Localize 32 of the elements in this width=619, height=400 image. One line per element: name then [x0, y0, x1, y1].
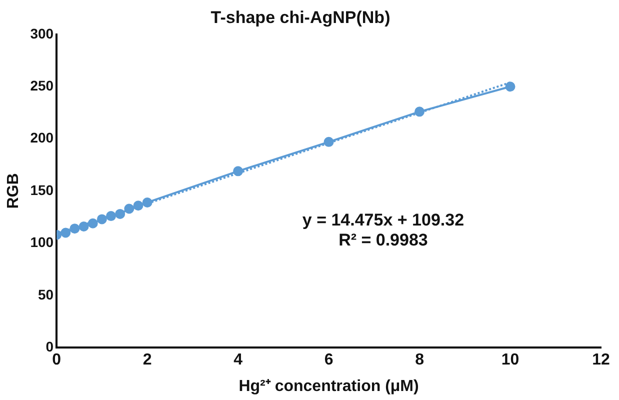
x-tick-label: 12 [592, 352, 610, 369]
point [115, 208, 126, 219]
point [133, 200, 144, 211]
y-tick-label: 250 [30, 77, 54, 94]
x-tick-label: 4 [234, 352, 243, 369]
y-tick-label: 50 [38, 286, 54, 302]
point [124, 204, 134, 214]
y-tick-label: 0 [46, 338, 54, 354]
chart-title: T-shape chi-AgNP(Nb) [210, 8, 390, 27]
x-tick-label: 6 [324, 352, 334, 369]
x-axis-title: Hg²⁺ concentration (μM) [238, 378, 419, 395]
annotation: y = 14.475x + 109.32 [302, 210, 464, 230]
point [96, 214, 107, 224]
x-tick-label: 10 [501, 352, 520, 369]
point [70, 224, 80, 234]
y-tick-label: 300 [30, 25, 54, 42]
point [233, 166, 244, 176]
x-tick-label: 8 [415, 352, 424, 369]
y-tick-label: 150 [30, 182, 54, 198]
point [106, 211, 116, 222]
point [60, 228, 71, 238]
point [78, 221, 89, 232]
point [88, 218, 98, 228]
point [505, 82, 516, 92]
annotation: R² = 0.9983 [338, 230, 428, 250]
point [142, 197, 152, 208]
x-tick-label: 2 [142, 352, 152, 369]
y-tick-label: 100 [30, 234, 54, 250]
y-tick-label: 200 [30, 130, 54, 146]
point [324, 136, 334, 147]
point [414, 106, 425, 117]
y-axis-title: RGB [5, 173, 22, 209]
